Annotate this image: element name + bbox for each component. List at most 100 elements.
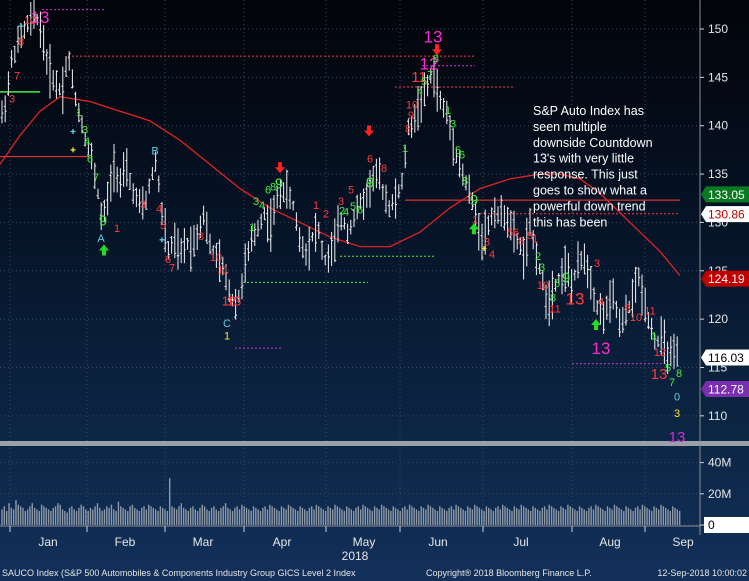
sequence-marker: 11 xyxy=(217,265,228,277)
sequence-marker: 8 xyxy=(462,176,468,188)
sequence-marker: 8 xyxy=(381,163,387,175)
annotation-text: S&P Auto Index has seen multiple downside … xyxy=(533,104,653,229)
footer-timestamp: 12-Sep-2018 10:00:02 xyxy=(657,568,747,578)
sequence-marker: 1 xyxy=(402,143,408,155)
price-label-text: 112.78 xyxy=(708,382,744,396)
sequence-marker: 5 xyxy=(350,201,356,213)
footer-left: SAUCO Index (S&P 500 Automobiles & Compo… xyxy=(2,568,356,578)
sequence-marker: 6 xyxy=(513,227,519,239)
sequence-marker: 8 xyxy=(198,231,204,243)
sequence-marker: 9 xyxy=(366,175,374,192)
price-label-text: 130.86 xyxy=(708,208,745,222)
sequence-marker: 8 xyxy=(624,302,630,314)
sequence-marker: 9 xyxy=(275,176,283,193)
sequence-marker: 3 xyxy=(594,258,600,270)
buy-arrow-icon xyxy=(591,318,601,330)
sequence-marker: 4 xyxy=(343,207,349,219)
sequence-marker: 1 xyxy=(445,105,451,117)
panel-divider xyxy=(0,441,749,446)
plus-marker-icon xyxy=(70,129,76,135)
sequence-marker: 5 xyxy=(348,184,354,196)
sequence-marker: 3 xyxy=(674,408,680,420)
sell-arrow-icon xyxy=(432,44,442,56)
sequence-marker: 13 xyxy=(227,294,241,309)
sequence-marker: 5 xyxy=(455,145,461,157)
month-label: Feb xyxy=(115,535,136,549)
footer: SAUCO Index (S&P 500 Automobiles & Compo… xyxy=(2,568,747,578)
sequence-marker: 8 xyxy=(405,123,411,135)
volume-bars xyxy=(1,478,681,525)
time-axis: Jan Feb Mar Apr May Jun Jul Aug Sep xyxy=(0,525,700,549)
sequence-marker: 12 xyxy=(222,294,236,309)
sequence-marker: 2 xyxy=(535,251,541,263)
month-label: Jan xyxy=(38,535,57,549)
sequence-marker: 1 xyxy=(224,330,230,342)
sequence-marker: 3 xyxy=(253,196,259,208)
volume-tick-label: 40M xyxy=(708,456,731,470)
sequence-marker: 11 xyxy=(549,303,560,315)
month-label: May xyxy=(353,535,376,549)
sequence-marker: 3 xyxy=(484,237,490,249)
sequence-marker: 1 xyxy=(313,200,319,212)
sequence-marker: 8 xyxy=(550,293,556,305)
sequence-marker: 12 xyxy=(654,347,666,359)
sequence-marker: B xyxy=(151,146,158,158)
y-tick-label: 140 xyxy=(708,119,728,133)
sequence-marker: 11 xyxy=(411,69,427,86)
price-label-box xyxy=(701,270,749,287)
sequence-marker: 2 xyxy=(323,209,329,221)
sequence-marker: 13 xyxy=(669,429,686,446)
year-label: 2018 xyxy=(342,549,369,563)
sequence-marker: 10 xyxy=(537,280,549,292)
sequence-marker: 4 xyxy=(156,204,162,216)
sequence-marker: 3 xyxy=(82,124,88,136)
annotation-line: 13's with very little xyxy=(533,152,634,166)
plus-marker-icon xyxy=(481,246,487,252)
sequence-marker: 13 xyxy=(592,339,611,358)
sequence-marker: 6 xyxy=(87,153,93,165)
y-tick-label: 150 xyxy=(708,22,728,36)
plus-marker-icon xyxy=(159,237,165,243)
signal-arrows xyxy=(99,44,601,330)
sequence-marker: 11 xyxy=(644,305,655,317)
month-label: Aug xyxy=(599,535,620,549)
sequence-marker: 9 xyxy=(562,269,570,286)
volume-zero-box xyxy=(704,517,749,533)
footer-copyright: Copyright® 2018 Bloomberg Finance L.P. xyxy=(426,568,592,578)
sequence-marker: 4 xyxy=(489,249,495,261)
y-tick-label: 110 xyxy=(708,409,727,423)
plus-marker-icon xyxy=(70,147,76,153)
price-label: 130.86 xyxy=(701,206,749,223)
sequence-marker: 5 xyxy=(507,227,513,239)
sell-arrow-icon xyxy=(364,125,374,137)
annotation-line: downside Countdown xyxy=(533,136,653,150)
month-label: Mar xyxy=(193,535,214,549)
sequence-marker: 5 xyxy=(421,76,427,88)
volume-axis: 40M20M00 xyxy=(0,456,749,533)
sequence-marker: 0 xyxy=(674,391,680,403)
volume-zero-label: 0 xyxy=(708,518,715,532)
sequence-marker: C xyxy=(223,318,231,330)
y-tick-label: 145 xyxy=(708,70,728,84)
sequence-marker: 3 xyxy=(140,199,146,211)
sequence-marker: 6 xyxy=(357,205,363,217)
price-bars xyxy=(0,0,679,375)
sequence-marker: 9 xyxy=(408,110,414,122)
moving-average-line xyxy=(0,96,681,277)
sequence-marker: 1 xyxy=(249,222,255,234)
annotation-line: response. This just xyxy=(533,168,638,182)
sequential-markers: 51310873134679A1B34567810111213C11346891… xyxy=(9,0,685,446)
price-label: 124.19 xyxy=(701,270,749,287)
sequence-marker: 12 xyxy=(420,55,439,74)
y-tick-label: 120 xyxy=(708,312,728,326)
sequence-marker: 6 xyxy=(265,184,271,196)
sequence-marker: 8 xyxy=(518,236,524,248)
sequence-marker: 1 xyxy=(76,107,82,119)
sequence-marker: 13 xyxy=(651,366,668,383)
price-label-box xyxy=(701,349,749,366)
sequence-marker: 7 xyxy=(669,377,675,389)
sequence-marker: 9 xyxy=(470,192,478,209)
sequence-marker: 8 xyxy=(676,368,682,380)
